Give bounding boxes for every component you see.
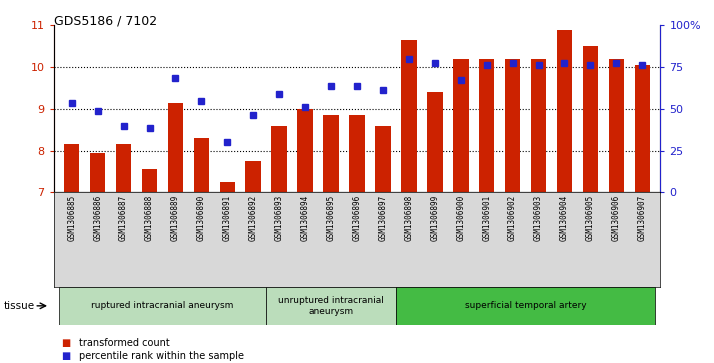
- Bar: [396, 287, 655, 325]
- Text: transformed count: transformed count: [79, 338, 169, 348]
- Bar: [427, 92, 443, 192]
- Text: GSM1306897: GSM1306897: [378, 194, 388, 241]
- Bar: [246, 161, 261, 192]
- Text: GSM1306904: GSM1306904: [560, 194, 569, 241]
- Text: ruptured intracranial aneurysm: ruptured intracranial aneurysm: [91, 301, 233, 310]
- Text: GSM1306898: GSM1306898: [404, 194, 413, 241]
- Bar: [142, 170, 157, 192]
- Bar: [401, 40, 417, 192]
- Bar: [531, 59, 546, 192]
- Bar: [557, 30, 572, 192]
- Text: GSM1306906: GSM1306906: [612, 194, 621, 241]
- Bar: [59, 287, 266, 325]
- Text: GSM1306885: GSM1306885: [67, 194, 76, 241]
- Text: GSM1306896: GSM1306896: [353, 194, 361, 241]
- Text: GSM1306894: GSM1306894: [301, 194, 310, 241]
- Bar: [116, 144, 131, 192]
- Text: GSM1306901: GSM1306901: [482, 194, 491, 241]
- Text: GSM1306895: GSM1306895: [326, 194, 336, 241]
- Text: GSM1306907: GSM1306907: [638, 194, 647, 241]
- Text: GSM1306889: GSM1306889: [171, 194, 180, 241]
- Text: GSM1306899: GSM1306899: [431, 194, 439, 241]
- Bar: [375, 126, 391, 192]
- Text: percentile rank within the sample: percentile rank within the sample: [79, 351, 243, 362]
- Text: unruptured intracranial
aneurysm: unruptured intracranial aneurysm: [278, 296, 384, 315]
- Text: GSM1306892: GSM1306892: [248, 194, 258, 241]
- Text: GSM1306893: GSM1306893: [275, 194, 283, 241]
- Text: GSM1306888: GSM1306888: [145, 194, 154, 241]
- Bar: [90, 153, 106, 192]
- Bar: [297, 109, 313, 192]
- Bar: [271, 126, 287, 192]
- Bar: [479, 59, 495, 192]
- Bar: [635, 65, 650, 192]
- Bar: [323, 115, 339, 192]
- Text: ■: ■: [61, 338, 70, 348]
- Text: GSM1306886: GSM1306886: [93, 194, 102, 241]
- Text: GSM1306887: GSM1306887: [119, 194, 128, 241]
- Bar: [168, 103, 183, 192]
- Bar: [193, 138, 209, 192]
- Text: GSM1306905: GSM1306905: [586, 194, 595, 241]
- Text: GDS5186 / 7102: GDS5186 / 7102: [54, 15, 156, 28]
- Bar: [505, 59, 521, 192]
- Text: GSM1306900: GSM1306900: [456, 194, 466, 241]
- Text: ■: ■: [61, 351, 70, 362]
- Bar: [266, 287, 396, 325]
- Bar: [583, 46, 598, 192]
- Text: GSM1306902: GSM1306902: [508, 194, 517, 241]
- Text: GSM1306903: GSM1306903: [534, 194, 543, 241]
- Text: tissue: tissue: [4, 301, 35, 311]
- Text: GSM1306890: GSM1306890: [197, 194, 206, 241]
- Bar: [453, 59, 468, 192]
- Bar: [608, 59, 624, 192]
- Text: superficial temporal artery: superficial temporal artery: [465, 301, 586, 310]
- Bar: [219, 182, 235, 192]
- Text: GSM1306891: GSM1306891: [223, 194, 232, 241]
- Bar: [64, 144, 79, 192]
- Bar: [349, 115, 365, 192]
